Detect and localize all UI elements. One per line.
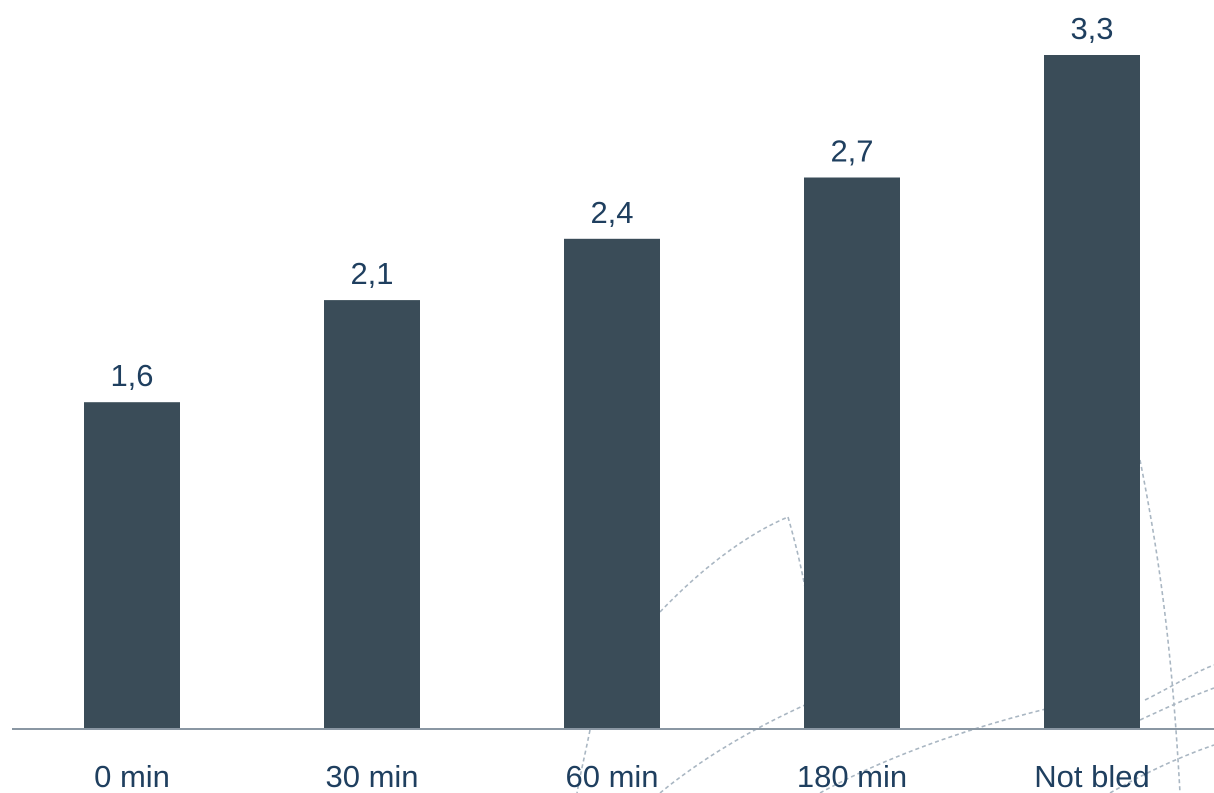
bar-30-min xyxy=(324,300,420,729)
decor-curve-5 xyxy=(1139,687,1214,721)
decor-curve-4 xyxy=(1144,664,1214,701)
x-tick-label-180-min: 180 min xyxy=(797,759,907,793)
x-tick-label-0-min: 0 min xyxy=(94,759,170,793)
decor-curve-7 xyxy=(819,707,1051,793)
decor-curve-9 xyxy=(1109,744,1214,793)
value-labels: 1,6 2,1 2,4 2,7 3,3 xyxy=(110,11,1113,393)
background-decoration xyxy=(576,459,1214,793)
data-label-0-min: 1,6 xyxy=(110,358,153,393)
x-tick-label-30-min: 30 min xyxy=(325,759,418,793)
decor-curve-2 xyxy=(787,516,808,599)
bar-60-min xyxy=(564,238,660,730)
x-tick-label-60-min: 60 min xyxy=(565,759,658,793)
x-tick-labels: 0 min 30 min 60 min 180 min Not bled xyxy=(94,759,1150,793)
decor-curve-8 xyxy=(576,729,591,793)
bars xyxy=(84,55,1140,730)
data-label-180-min: 2,7 xyxy=(830,134,873,169)
data-label-30-min: 2,1 xyxy=(350,256,393,291)
bar-0-min xyxy=(84,402,180,729)
bar-180-min xyxy=(804,177,900,729)
decor-curve-3 xyxy=(1139,459,1181,793)
data-label-60-min: 2,4 xyxy=(590,195,633,230)
decor-curve-1 xyxy=(659,516,789,613)
decor-curve-6 xyxy=(659,704,806,793)
x-tick-label-not-bled: Not bled xyxy=(1034,759,1149,793)
data-label-not-bled: 3,3 xyxy=(1070,11,1113,46)
bar-not-bled xyxy=(1044,55,1140,729)
